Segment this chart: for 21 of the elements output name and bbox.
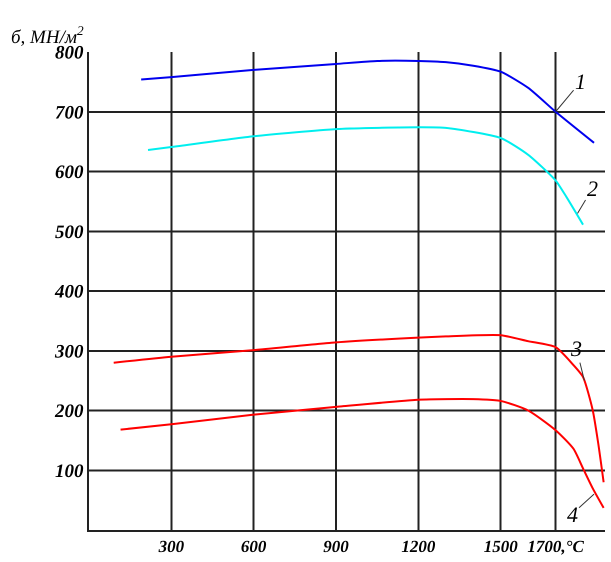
x-tick-label: 300 [158,537,185,556]
x-tick-label: 900 [323,537,350,556]
x-tick-label: 1500 [484,537,518,556]
x-tick-label: 1700,°C [527,537,584,556]
annotation: 4 [567,502,578,527]
annotation: 2 [587,176,598,201]
annotation: 1 [575,69,586,94]
line-series [120,398,605,509]
line-series [112,334,605,484]
x-tick-label: 600 [240,537,267,556]
x-tick-label: 1200 [401,537,436,556]
y-tick-label: 700 [54,102,84,124]
y-tick-label: 500 [54,222,84,243]
y-tick-label: 200 [54,401,84,422]
y-tick-label: 100 [54,460,84,482]
y-tick-label: 600 [54,162,84,184]
line-series [147,126,584,226]
y-tick-label: 800 [54,42,84,64]
line-series [140,60,596,144]
y-tick-label: 300 [54,341,84,362]
y-tick-label: 400 [54,282,84,303]
